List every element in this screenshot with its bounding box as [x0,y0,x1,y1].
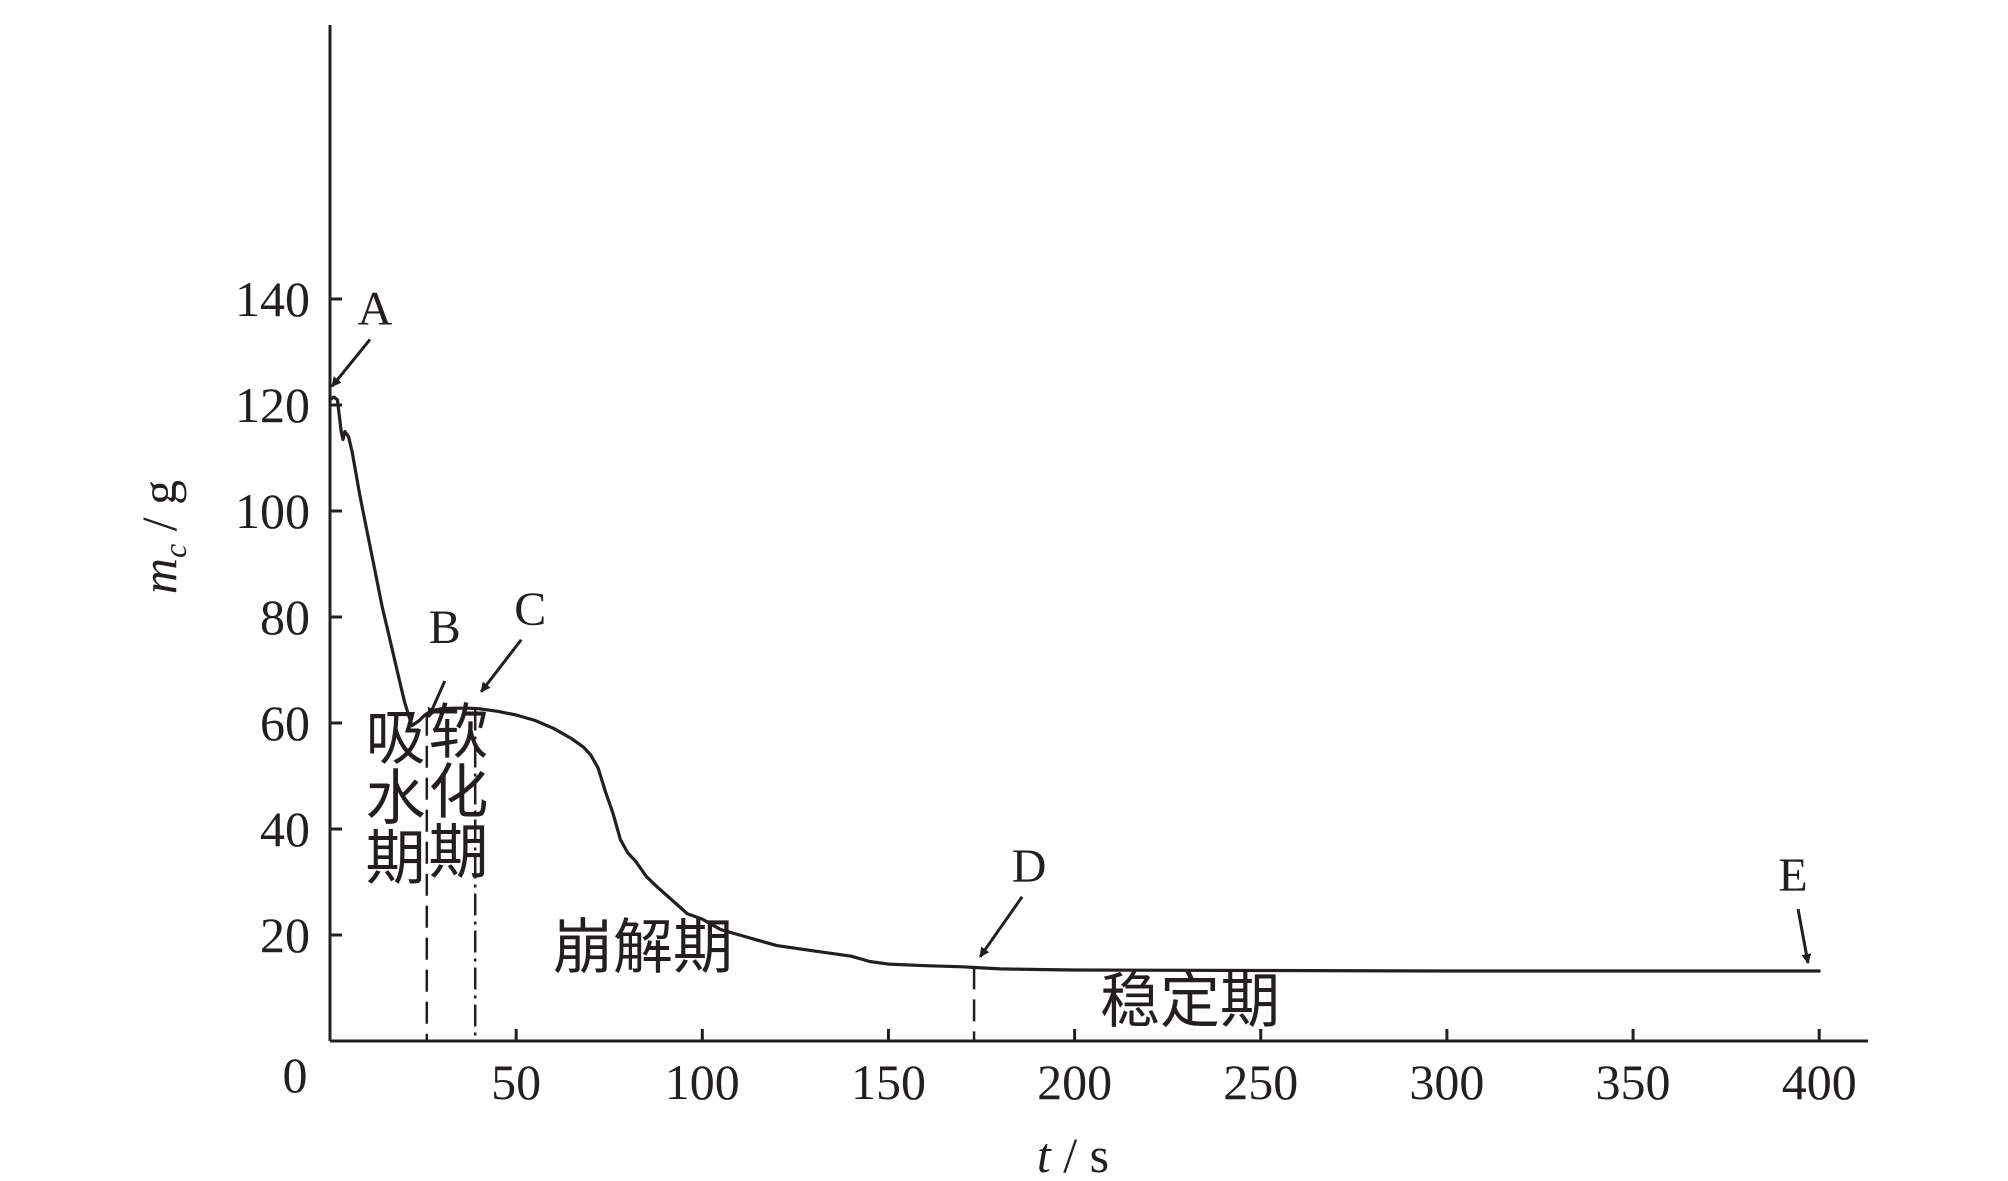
phase-boundaries [425,708,976,1041]
phase-label-stable: 稳定期 [1100,967,1280,1037]
point-label-a: A [358,282,393,335]
arrow-a [330,338,372,388]
y-axis-unit: g [131,480,187,505]
x-tick-label: 250 [1223,1054,1298,1110]
y-tick-label: 120 [235,377,310,433]
x-tick-label: 350 [1596,1054,1671,1110]
x-axis-separator: / [1051,1127,1090,1181]
point-label-d: D [1012,840,1047,893]
axis-ticks [330,297,1821,1041]
y-tick-label: 40 [260,801,310,857]
y-tick-label: 140 [235,271,310,327]
point-label-e: E [1778,849,1807,902]
origin-label: 0 [283,1047,308,1103]
tick-labels: 50 100 150 200 250 300 350 400 20 40 60 80 100 120 140 [235,271,1857,1110]
y-tick-label: 20 [260,907,310,963]
data-curve [328,395,1821,973]
x-axis-variable: t [1037,1127,1052,1181]
y-tick-label: 60 [260,695,310,751]
y-tick-label: 100 [235,483,310,539]
x-tick-label: 150 [851,1054,926,1110]
arrow-b [427,680,447,718]
x-tick-label: 100 [665,1054,740,1110]
y-axis-title: mc / g [131,480,193,594]
y-axis-variable: m [131,558,187,594]
point-annotations: A B C D E [330,282,1812,965]
phase-label-softening: 软化期 [418,700,488,880]
x-tick-label: 200 [1037,1054,1112,1110]
point-label-c: C [514,583,546,636]
x-tick-label: 300 [1409,1054,1484,1110]
arrow-d [978,895,1024,958]
x-tick-label: 50 [491,1054,541,1110]
x-tick-label: 400 [1782,1054,1857,1110]
x-axis-title: t / s [1037,1127,1109,1181]
y-tick-label: 80 [260,589,310,645]
x-axis-unit: s [1090,1127,1109,1181]
phase-label-water-absorption: 吸水期 [355,706,425,886]
y-axis-subscript: c [157,544,193,558]
arrow-e [1796,908,1812,965]
point-label-b: B [429,601,461,654]
phase-label-disintegration: 崩解期 [553,913,733,983]
arrow-c [480,638,523,693]
y-axis-separator: / [131,505,187,544]
